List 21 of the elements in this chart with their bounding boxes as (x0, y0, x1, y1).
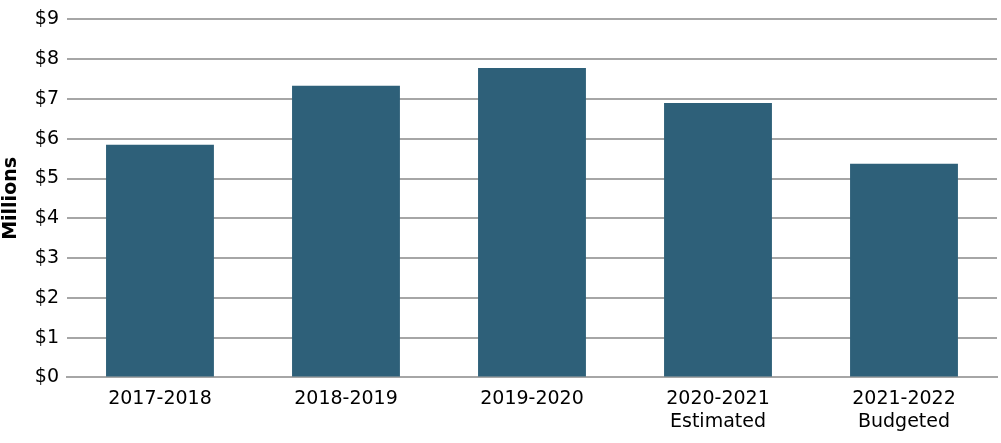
bar (106, 144, 214, 377)
y-tick-label: $9 (34, 6, 59, 29)
y-tick-label: $8 (34, 46, 59, 69)
x-tick-label: 2021-2022 Budgeted (852, 385, 956, 431)
bar (664, 102, 772, 377)
y-tick-label: $2 (34, 284, 59, 307)
bar (850, 163, 958, 377)
y-axis-title: Millions (0, 156, 21, 240)
x-tick-label: 2019-2020 (480, 385, 584, 408)
x-tick-label: 2018-2019 (294, 385, 398, 408)
y-tick-label: $3 (34, 245, 59, 267)
y-tick-label: $6 (34, 125, 59, 148)
bar (478, 67, 586, 377)
y-tick-label: $1 (34, 324, 59, 347)
y-tick-label: $0 (34, 364, 59, 387)
x-tick-label: 2017-2018 (108, 385, 212, 408)
y-tick-label: $4 (34, 205, 59, 228)
bar (292, 85, 400, 377)
x-tick-label: 2020-2021 Estimated (666, 385, 770, 431)
y-tick-label: $7 (34, 85, 59, 108)
y-tick-label: $5 (34, 165, 59, 188)
